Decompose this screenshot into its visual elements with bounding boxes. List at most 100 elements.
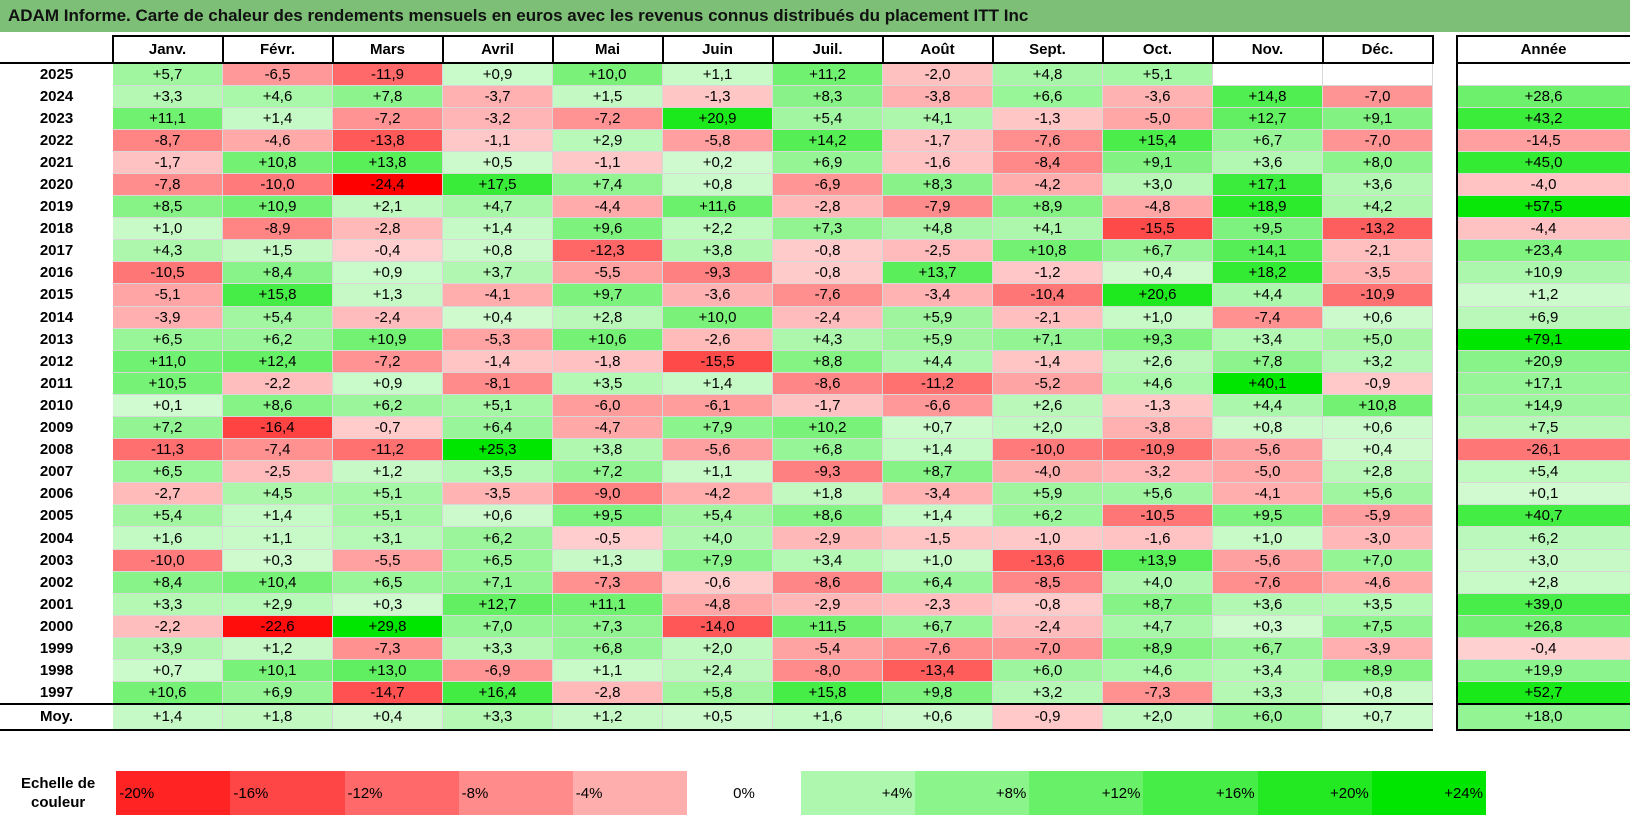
heatmap-cell: +25,3: [442, 438, 553, 462]
heatmap-cell: -1,3: [662, 84, 773, 108]
year-label: 2010: [0, 393, 113, 418]
heatmap-cell: +5,0: [1322, 327, 1433, 351]
heatmap-cell: +13,0: [332, 659, 443, 683]
annual-cell: +2,8: [1455, 570, 1630, 594]
heatmap-cell: -7,3: [1102, 681, 1213, 705]
heatmap-cell: -10,4: [992, 283, 1103, 307]
heatmap-cell: -7,2: [552, 106, 663, 130]
heatmap-cell: -22,6: [222, 614, 333, 638]
year-label: 2023: [0, 106, 113, 130]
annual-cell: +5,4: [1455, 460, 1630, 484]
heatmap-cell: -3,0: [1322, 526, 1433, 550]
heatmap-cell: +10,8: [992, 239, 1103, 263]
heatmap-cell: +3,0: [1102, 172, 1213, 197]
year-row: 2014 -3,9 +5,4 -2,4 +0,4 +2,8 +10,0 -2,4 +5,9 -2,…: [0, 305, 1630, 329]
heatmap-cell: -7,2: [332, 349, 443, 373]
year-label: 2004: [0, 526, 113, 550]
annual-cell: -0,4: [1455, 636, 1630, 661]
heatmap-cell: +1,0: [112, 217, 223, 241]
heatmap-cell: +13,8: [332, 150, 443, 174]
year-row: 2016 -10,5 +8,4 +0,9 +3,7 -5,5 -9,3 -0,8 +13,7 -1…: [0, 261, 1630, 285]
heatmap-cell: -5,2: [992, 371, 1103, 395]
heatmap-cell: +11,6: [662, 195, 773, 219]
heatmap-cell: +14,8: [1212, 84, 1323, 108]
heatmap-cell: +1,6: [112, 526, 223, 550]
heatmap-cell: +1,4: [222, 504, 333, 528]
heatmap-cell: +0,6: [882, 702, 993, 731]
heatmap-cell: -2,2: [222, 371, 333, 395]
average-row: Moy. +1,4 +1,8 +0,4 +3,3 +1,2 +0,5 +1,6 +0,6 -0,9…: [0, 702, 1630, 731]
heatmap-cell: -1,4: [992, 349, 1103, 373]
column-gap: [1432, 151, 1457, 174]
month-header: Déc.: [1321, 35, 1434, 64]
heatmap-cell: -5,0: [1212, 460, 1323, 484]
heatmap-cell: +1,1: [552, 659, 663, 683]
heatmap-cell: +5,1: [442, 393, 553, 418]
heatmap-cell: +18,9: [1212, 195, 1323, 219]
heatmap-cell: -1,5: [882, 526, 993, 550]
heatmap-cell: +2,4: [662, 659, 773, 683]
heatmap-cell: +6,5: [442, 548, 553, 572]
annual-header: Année: [1455, 35, 1630, 64]
column-gap: [1432, 85, 1457, 108]
heatmap-cell: +8,0: [1322, 150, 1433, 174]
column-gap: [1432, 261, 1457, 284]
heatmap-cell: -7,6: [772, 283, 883, 307]
column-gap: [1432, 659, 1457, 682]
year-label: 2003: [0, 548, 113, 572]
heatmap-cell: +2,6: [1102, 349, 1213, 373]
annual-cell: +43,2: [1455, 106, 1630, 130]
average-label: Moy.: [0, 702, 113, 731]
heatmap-cell: -4,2: [662, 482, 773, 506]
year-label: 2016: [0, 261, 113, 285]
color-scale-swatch: +20%: [1257, 771, 1372, 815]
heatmap-cell: +7,8: [1212, 349, 1323, 373]
heatmap-cell: -1,7: [772, 393, 883, 418]
heatmap-cell: +4,6: [1102, 371, 1213, 395]
heatmap-cell: +7,5: [1322, 614, 1433, 638]
heatmap-cell: -1,6: [1102, 526, 1213, 550]
heatmap-cell: +4,8: [992, 62, 1103, 86]
heatmap-cell: +5,1: [332, 482, 443, 506]
heatmap-cell: -3,7: [442, 84, 553, 108]
heatmap-cell: -2,7: [112, 482, 223, 506]
heatmap-cell: -2,0: [882, 62, 993, 86]
heatmap-cell: +11,5: [772, 614, 883, 638]
heatmap-cell: +0,4: [332, 702, 443, 731]
heatmap-cell: +10,6: [112, 681, 223, 705]
heatmap-cell: +12,7: [442, 592, 553, 616]
column-gap: [1432, 394, 1457, 417]
heatmap-cell: +18,2: [1212, 261, 1323, 285]
annual-cell: +20,9: [1455, 349, 1630, 373]
year-label: 2019: [0, 195, 113, 219]
heatmap-cell: -3,4: [882, 482, 993, 506]
heatmap-cell: [1212, 62, 1323, 86]
heatmap-cell: -13,8: [332, 128, 443, 152]
year-row: 1997 +10,6 +6,9 -14,7 +16,4 -2,8 +5,8 +15,8 +9,8…: [0, 681, 1630, 705]
heatmap-cell: +0,9: [442, 62, 553, 86]
year-label: 2002: [0, 570, 113, 594]
heatmap-cell: -7,0: [1322, 128, 1433, 152]
heatmap-cell: +0,8: [662, 172, 773, 197]
heatmap-cell: +1,4: [222, 106, 333, 130]
heatmap-cell: +10,6: [552, 327, 663, 351]
heatmap-cell: +5,9: [992, 482, 1103, 506]
heatmap-cell: -7,9: [882, 195, 993, 219]
column-gap: [1432, 306, 1457, 329]
heatmap-cell: -2,4: [772, 305, 883, 329]
heatmap-cell: -2,1: [1322, 239, 1433, 263]
column-gap: [1432, 283, 1457, 307]
color-scale-swatch: 0%: [686, 771, 802, 815]
heatmap-cell: +7,2: [552, 460, 663, 484]
heatmap-cell: +9,6: [552, 217, 663, 241]
heatmap-cell: +7,8: [332, 84, 443, 108]
heatmap-cell: -3,9: [112, 305, 223, 329]
heatmap-cell: -5,1: [112, 283, 223, 307]
heatmap-cell: -5,9: [1322, 504, 1433, 528]
heatmap-cell: +5,6: [1322, 482, 1433, 506]
heatmap-cell: -3,9: [1322, 636, 1433, 661]
heatmap-cell: -5,3: [442, 327, 553, 351]
heatmap-cell: +0,7: [1322, 702, 1433, 731]
heatmap-cell: +4,4: [882, 349, 993, 373]
heatmap-cell: +2,9: [552, 128, 663, 152]
